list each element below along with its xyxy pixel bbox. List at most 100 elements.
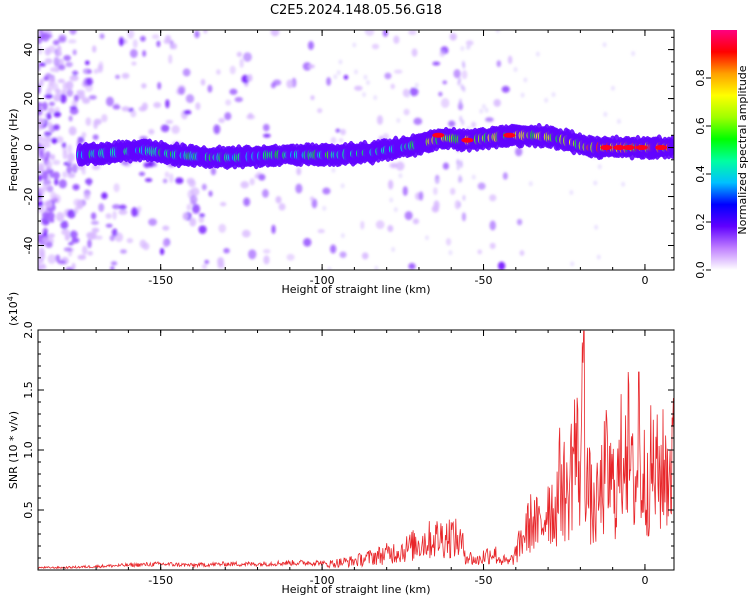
noise-blob: [47, 233, 55, 238]
noise-blob: [90, 212, 97, 220]
noise-blob: [38, 187, 45, 196]
noise-blob: [296, 167, 302, 176]
noise-blob: [286, 79, 294, 89]
noise-blob: [55, 51, 63, 57]
x-tick-label: -50: [475, 574, 493, 587]
noise-blob: [168, 173, 174, 184]
y-tick-label: 0.5: [22, 501, 35, 519]
noise-blob: [162, 238, 169, 248]
spectrogram-y-ticks: -40 -20 0 20 40: [22, 36, 674, 259]
noise-blob: [68, 126, 77, 136]
noise-blob: [91, 45, 97, 53]
colorbar-tick-label: 0.8: [694, 69, 707, 87]
noise-blob: [171, 125, 180, 134]
noise-blob: [412, 218, 420, 225]
noise-blob: [185, 94, 195, 104]
noise-blob: [477, 249, 483, 255]
noise-blob: [65, 61, 73, 68]
noise-blob: [38, 143, 42, 150]
noise-blob: [248, 249, 257, 260]
noise-blob: [249, 178, 255, 186]
noise-blob: [141, 83, 147, 89]
noise-blob: [593, 180, 598, 186]
noise-blob: [262, 123, 270, 132]
noise-blob: [515, 147, 523, 157]
noise-blob: [83, 193, 90, 201]
noise-blob: [48, 76, 56, 86]
noise-blob: [418, 191, 424, 201]
y-tick-label: 1.0: [22, 441, 35, 459]
noise-blob: [109, 234, 115, 242]
noise-blob: [178, 86, 185, 95]
y-tick-label: 20: [22, 92, 35, 106]
noise-blob: [42, 179, 52, 186]
noise-blob: [354, 69, 359, 75]
noise-blob: [384, 72, 392, 80]
snr-y-label: SNR (10 * v/v): [7, 411, 20, 489]
colorbar: 0.0 0.2 0.4 0.6 0.8 Normalized spectral ampl…: [694, 30, 749, 279]
noise-blob: [241, 229, 251, 238]
noise-blob: [38, 62, 47, 67]
noise-blob: [52, 159, 61, 165]
noise-blob: [69, 105, 78, 110]
noise-blob: [247, 74, 253, 82]
colorbar-tick-label: 0.2: [694, 213, 707, 231]
noise-blob: [88, 95, 97, 100]
noise-blob: [69, 230, 78, 239]
noise-blob: [207, 84, 213, 93]
noise-blob: [105, 223, 113, 228]
noise-blob: [127, 30, 135, 39]
noise-blob: [270, 30, 280, 37]
noise-blob: [112, 204, 121, 210]
noise-blob: [129, 49, 138, 59]
noise-blob: [48, 199, 54, 206]
noise-blob: [47, 254, 57, 265]
snr-series-line: [38, 330, 674, 570]
noise-blob: [523, 77, 528, 83]
noise-blob: [71, 262, 76, 270]
noise-blob: [97, 64, 103, 73]
noise-blob: [64, 233, 70, 241]
snr-scale-suffix: ): [7, 292, 20, 296]
noise-blob: [439, 50, 445, 58]
noise-blob: [42, 227, 48, 236]
noise-blob: [462, 194, 466, 201]
noise-blob: [393, 69, 403, 74]
noise-blob: [462, 86, 466, 93]
noise-blob: [310, 95, 315, 101]
noise-blob: [551, 92, 556, 98]
noise-blob: [262, 248, 271, 254]
noise-blob: [403, 108, 410, 116]
noise-blob: [63, 247, 72, 252]
noise-blob: [594, 224, 599, 230]
x-tick-label: 0: [641, 574, 648, 587]
noise-blob: [44, 58, 53, 65]
noise-blob: [38, 102, 43, 108]
noise-blob: [393, 207, 398, 213]
noise-blob: [55, 254, 61, 262]
noise-blob: [67, 144, 73, 154]
noise-blob: [52, 194, 61, 204]
y-tick-label: 2.0: [22, 321, 35, 339]
noise-blob: [621, 181, 626, 187]
band-peak: [503, 132, 516, 138]
noise-blob: [570, 261, 575, 267]
colorbar-tick-label: 0.0: [694, 261, 707, 279]
noise-blob: [159, 247, 165, 256]
noise-blob: [153, 161, 158, 167]
noise-blob: [61, 142, 67, 148]
noise-blob: [286, 253, 295, 261]
noise-blob: [433, 187, 438, 196]
noise-blob: [98, 203, 105, 212]
noise-blob: [424, 235, 429, 241]
noise-blob: [143, 162, 151, 168]
snr-panel: -150 -100 -50 0 0.5 1.0 1.5 2.0 Height of stra…: [6, 292, 675, 596]
noise-blob: [153, 101, 162, 109]
noise-blob: [449, 187, 456, 195]
noise-blob: [317, 108, 323, 114]
noise-blob: [183, 109, 192, 115]
noise-blob: [405, 92, 410, 98]
noise-blob: [340, 128, 346, 136]
noise-blob: [73, 198, 82, 207]
noise-blob: [459, 98, 463, 105]
